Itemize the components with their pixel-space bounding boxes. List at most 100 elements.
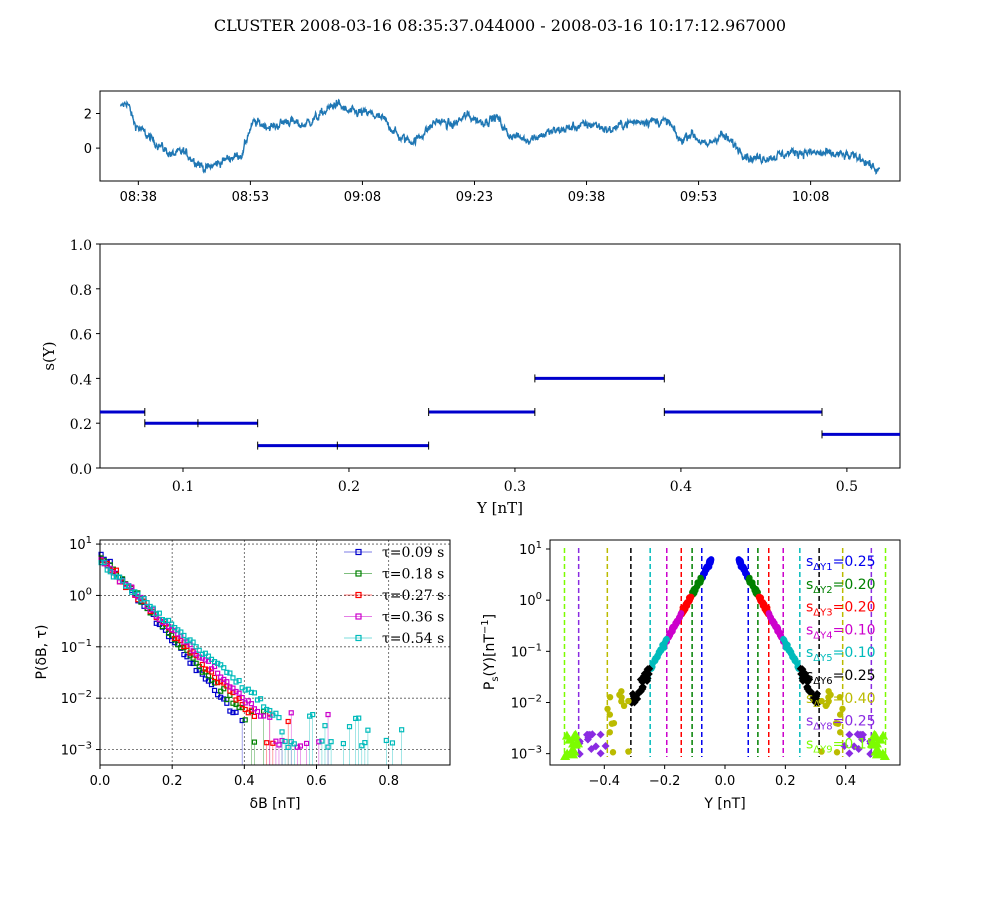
rescaled-legend-label: sΔY7=0.40 <box>806 691 876 710</box>
pdf-marker <box>107 569 113 575</box>
pdf-marker <box>101 559 107 566</box>
rescaled-marker <box>660 644 667 651</box>
pdf-marker <box>181 639 187 645</box>
pdf-marker <box>316 739 322 745</box>
pdf-marker <box>221 665 227 671</box>
pdf-marker <box>98 556 104 563</box>
rescaled-legend-value: =0.25 <box>833 714 876 730</box>
pdf-marker <box>236 704 242 710</box>
pdf-marker <box>224 696 230 703</box>
rescaled-legend-label: sΔY3=0.20 <box>806 600 876 619</box>
rescaled-marker <box>609 749 617 756</box>
rescaled-marker <box>745 576 752 584</box>
rescaled-panel: Y [nT] −0.4 −0.2 0.0 0.2 0.4 101 100 10−1 10−2 10… <box>480 539 901 812</box>
pdf-ytick-label: 100 <box>69 586 92 604</box>
rescaled-marker <box>791 657 799 665</box>
rescaled-marker <box>800 670 809 679</box>
pdf-marker <box>175 642 181 648</box>
pdf-marker <box>264 740 270 746</box>
pdf-marker <box>123 583 129 589</box>
rescaled-marker <box>837 729 844 736</box>
pdf-marker <box>230 700 236 706</box>
pdf-marker <box>205 653 212 659</box>
rescaled-marker <box>825 694 832 701</box>
pdf-marker <box>116 579 123 585</box>
rescaled-marker <box>669 623 676 631</box>
rescaled-marker <box>676 613 684 620</box>
rescaled-marker <box>736 558 743 566</box>
rescaled-marker <box>633 694 642 703</box>
rescaled-marker <box>813 689 822 698</box>
pdf-marker <box>199 661 205 668</box>
scaling-ytick-label: 0.8 <box>70 283 92 299</box>
rescaled-legend-label: sΔY6=0.25 <box>806 668 876 687</box>
pdf-marker <box>254 708 261 715</box>
pdf-marker <box>208 677 215 683</box>
rescaled-legend-value: =0.20 <box>833 577 876 593</box>
rescaled-marker <box>584 730 593 739</box>
pdf-marker <box>190 639 196 645</box>
timeseries-xtick-label: 09:08 <box>344 190 381 205</box>
pdf-marker <box>276 715 282 721</box>
pdf-marker <box>282 738 288 745</box>
rescaled-legend-label: sΔY8=0.25 <box>806 714 876 733</box>
pdf-marker <box>242 706 248 713</box>
pdf-ytick-label: 10−1 <box>61 638 92 656</box>
pdf-marker <box>129 584 135 590</box>
rescaled-marker <box>604 705 611 713</box>
rescaled-marker <box>818 697 825 705</box>
scaling-ytick-label: 0.4 <box>70 372 92 388</box>
rescaled-xtick-label: −0.4 <box>589 774 621 789</box>
rescaled-marker <box>687 594 694 602</box>
pdf-marker <box>141 598 147 604</box>
timeseries-xtick-label: 09:23 <box>456 190 493 205</box>
pdf-marker <box>340 740 346 747</box>
pdf-marker <box>230 675 236 681</box>
pdf-marker <box>116 574 123 580</box>
pdf-legend-marker <box>355 613 362 620</box>
pdf-marker <box>202 666 208 672</box>
pdf-marker <box>297 743 304 749</box>
pdf-xtick-label: 0.8 <box>378 774 399 789</box>
pdf-marker <box>291 741 297 747</box>
rescaled-marker <box>606 729 613 736</box>
pdf-marker <box>221 696 227 702</box>
rescaled-marker <box>635 687 644 696</box>
rescaled-legend-label: sΔY1=0.25 <box>806 554 876 573</box>
pdf-marker <box>383 737 389 744</box>
pdf-marker <box>110 574 116 580</box>
rescaled-ytick-label: 10−3 <box>511 745 542 763</box>
pdf-marker <box>276 742 282 748</box>
pdf-marker <box>303 740 310 747</box>
pdf-legend-marker <box>355 570 362 577</box>
rescaled-marker <box>798 676 807 685</box>
rescaled-marker <box>756 594 763 602</box>
pdf-marker <box>325 744 331 750</box>
pdf-marker <box>153 620 159 626</box>
pdf-marker <box>230 709 236 716</box>
pdf-marker <box>190 648 196 654</box>
scaling-ytick-label: 0.0 <box>70 462 92 478</box>
rescaled-legend-sub: ΔY2 <box>813 585 832 596</box>
rescaled-marker <box>625 697 632 705</box>
rescaled-legend-sub: ΔY7 <box>813 699 832 710</box>
rescaled-legend-sub: ΔY4 <box>813 630 832 641</box>
pdf-marker <box>199 651 205 658</box>
rescaled-legend-sub: ΔY8 <box>813 722 832 733</box>
rescaled-marker <box>694 582 701 590</box>
rescaled-marker <box>656 648 664 655</box>
rescaled-legend-value: =0.20 <box>833 600 876 616</box>
pdf-marker <box>346 724 353 730</box>
pdf-panel: δB [nT] P(δB, τ) 0.0 0.2 0.4 0.6 0.8 101 100 10… <box>34 535 451 812</box>
rescaled-marker <box>808 694 817 703</box>
pdf-marker <box>202 657 208 663</box>
rescaled-marker <box>564 734 575 744</box>
pdf-marker <box>193 667 199 674</box>
rescaled-marker <box>568 746 579 756</box>
pdf-marker <box>187 660 193 666</box>
rescaled-marker <box>870 730 881 740</box>
rescaled-legend-value: =0.15 <box>833 736 876 752</box>
rescaled-legend-sub: ΔY3 <box>813 608 832 619</box>
rescaled-marker <box>825 688 832 695</box>
rescaled-legend-value: =0.10 <box>833 645 876 661</box>
